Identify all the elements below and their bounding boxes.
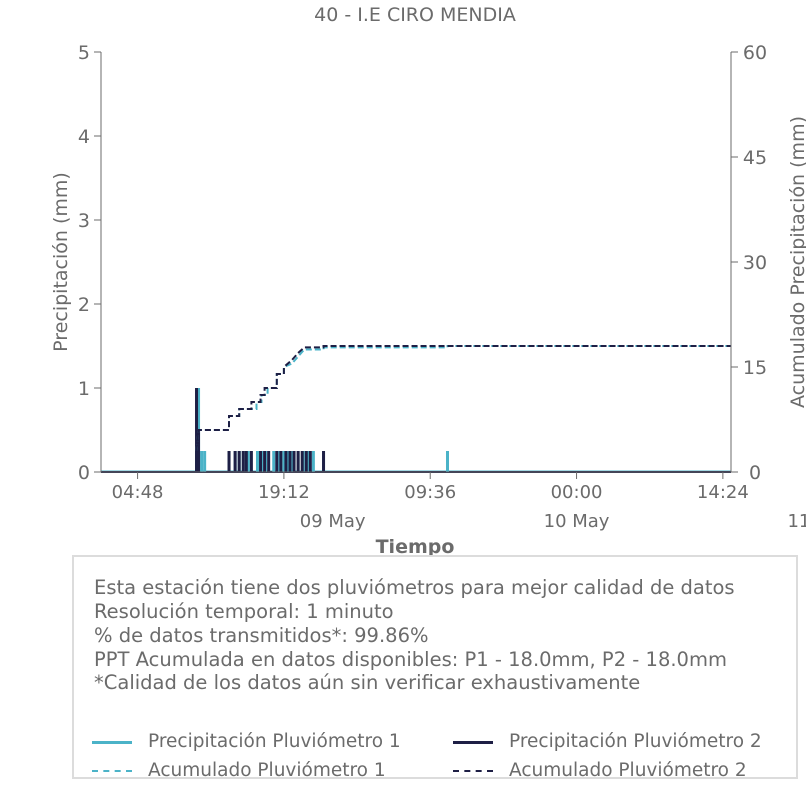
legend-swatch-p2	[453, 741, 493, 744]
y-tick-label: 4	[78, 126, 90, 148]
legend-swatch-acc1	[92, 770, 132, 772]
info-line-quality-note: *Calidad de los datos aún sin verificar …	[94, 671, 641, 694]
y-tick-label: 3	[78, 210, 90, 232]
x-tick-label: 04:48	[112, 482, 164, 503]
legend-label-acc1: Acumulado Pluviómetro 1	[148, 760, 386, 781]
y2-tick-label: 0	[749, 462, 761, 484]
legend-label-p2: Precipitación Pluviómetro 2	[509, 731, 762, 752]
y-tick-label: 0	[78, 462, 90, 484]
legend-swatch-acc2	[453, 770, 493, 772]
legend-label-p1: Precipitación Pluviómetro 1	[148, 731, 401, 752]
info-line-transmitted: % de datos transmitidos*: 99.86%	[94, 624, 429, 647]
x-tick-label: 09:36	[404, 482, 456, 503]
cumulative-p1-line	[101, 345, 731, 473]
legend-swatch-p1	[92, 741, 132, 744]
x-date-label: 09 May	[300, 511, 366, 532]
x-tick-label: 19:12	[258, 482, 310, 503]
cumulative-lines-layer	[101, 345, 731, 473]
x-axis-label: Tiempo	[376, 536, 455, 558]
y-tick-label: 1	[78, 378, 90, 400]
info-line-accumulated: PPT Acumulada en datos disponibles: P1 -…	[94, 648, 727, 671]
y2-tick-label: 15	[743, 357, 767, 379]
chart-title: 40 - I.E CIRO MENDIA	[314, 4, 516, 26]
y2-tick-label: 45	[743, 147, 767, 169]
x-tick-label: 14:24	[697, 482, 749, 503]
y-tick-label: 5	[78, 42, 90, 64]
info-box: Esta estación tiene dos pluviómetros par…	[72, 555, 798, 781]
x-tick-label: 00:00	[551, 482, 603, 503]
x-date-label: 11 May	[787, 511, 806, 532]
y2-tick-label: 30	[743, 252, 767, 274]
y-axis-label: Precipitación (mm)	[50, 172, 72, 352]
y2-tick-label: 60	[743, 42, 767, 64]
info-line-resolution: Resolución temporal: 1 minuto	[94, 600, 394, 623]
cumulative-p2-line	[101, 345, 731, 473]
info-line-stations: Esta estación tiene dos pluviómetros par…	[94, 576, 735, 599]
y-tick-label: 2	[78, 294, 90, 316]
legend-label-acc2: Acumulado Pluviómetro 2	[509, 760, 747, 781]
x-date-label: 10 May	[544, 511, 610, 532]
y2-axis-label: Acumulado Precipitación (mm)	[787, 116, 806, 408]
